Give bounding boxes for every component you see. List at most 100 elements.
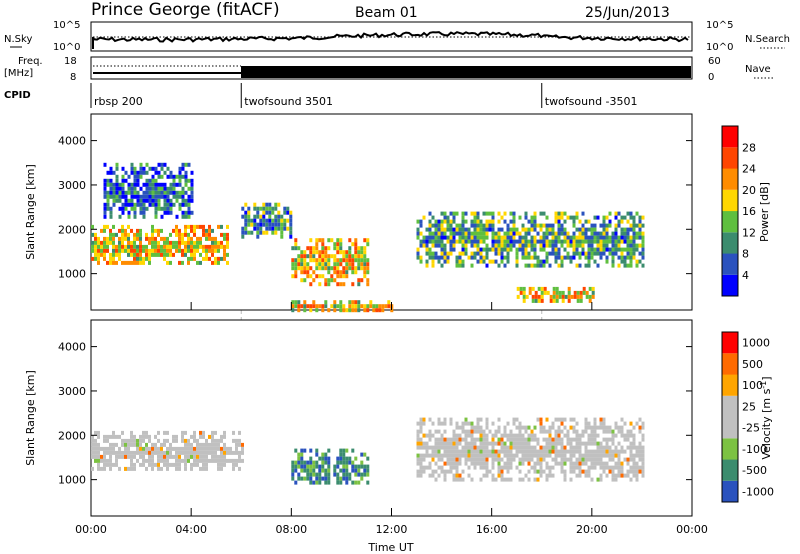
heatmap-cell xyxy=(187,202,191,207)
heatmap-cell xyxy=(416,231,420,236)
heatmap-cell xyxy=(473,461,477,466)
heatmap-cell xyxy=(587,465,591,470)
heatmap-cell xyxy=(455,465,459,470)
heatmap-cell xyxy=(572,243,576,248)
heatmap-cell xyxy=(464,441,468,446)
heatmap-cell xyxy=(461,421,465,426)
heatmap-cell xyxy=(575,247,579,252)
heatmap-cell xyxy=(274,218,278,223)
heatmap-cell xyxy=(112,430,115,435)
heatmap-cell xyxy=(548,441,552,446)
heatmap-cell xyxy=(130,206,134,211)
heatmap-cell xyxy=(461,449,465,454)
heatmap-cell xyxy=(175,462,178,467)
heatmap-cell xyxy=(163,240,166,245)
heatmap-cell xyxy=(506,251,510,256)
heatmap-cell xyxy=(289,230,293,235)
heatmap-cell xyxy=(419,457,423,462)
heatmap-cell xyxy=(552,294,556,299)
heatmap-cell xyxy=(425,259,429,264)
heatmap-cell xyxy=(315,448,319,453)
heatmap-cell xyxy=(623,247,627,252)
heatmap-cell xyxy=(527,263,531,268)
heatmap-cell xyxy=(602,469,606,474)
heatmap-cell xyxy=(602,239,606,244)
heatmap-cell xyxy=(467,433,471,438)
heatmap-cell xyxy=(428,465,432,470)
heatmap-cell xyxy=(199,236,202,241)
heatmap-cell xyxy=(124,466,127,471)
heatmap-cell xyxy=(115,190,119,195)
heatmap-cell xyxy=(530,219,534,224)
heatmap-cell xyxy=(187,236,190,241)
heatmap-cell xyxy=(437,453,441,458)
heatmap-cell xyxy=(154,228,157,233)
heatmap-cell xyxy=(500,235,504,240)
heatmap-cell xyxy=(220,244,223,249)
heatmap-cell xyxy=(157,206,161,211)
heatmap-cell xyxy=(536,453,540,458)
heatmap-cell xyxy=(190,210,194,215)
heatmap-cell xyxy=(277,222,281,227)
heatmap-cell xyxy=(473,449,477,454)
heatmap-cell xyxy=(491,211,495,216)
heatmap-cell xyxy=(584,473,588,478)
heatmap-cell xyxy=(223,442,226,447)
colorbar-tick-label: -1000 xyxy=(742,485,774,498)
heatmap-cell xyxy=(324,480,328,485)
heatmap-cell xyxy=(154,202,158,207)
heatmap-cell xyxy=(482,211,486,216)
heatmap-cell xyxy=(503,477,507,482)
heatmap-cell xyxy=(560,227,564,232)
heatmap-cell xyxy=(533,445,537,450)
heatmap-cell xyxy=(464,449,468,454)
heatmap-cell xyxy=(599,425,603,430)
heatmap-cell xyxy=(142,206,146,211)
heatmap-cell xyxy=(557,227,561,232)
beam-title: Beam 01 xyxy=(355,5,418,21)
nsky-tick-low: 10^0 xyxy=(53,42,80,53)
heatmap-cell xyxy=(464,251,468,256)
heatmap-cell xyxy=(274,214,278,219)
heatmap-cell xyxy=(336,460,340,465)
heatmap-cell xyxy=(524,243,528,248)
heatmap-cell xyxy=(635,453,639,458)
heatmap-cell xyxy=(560,263,564,268)
heatmap-cell xyxy=(303,250,307,255)
heatmap-cell xyxy=(512,453,516,458)
heatmap-cell xyxy=(133,454,136,459)
heatmap-cell xyxy=(172,438,175,443)
heatmap-cell xyxy=(443,235,447,240)
heatmap-cell xyxy=(363,262,367,267)
heatmap-cell xyxy=(181,202,185,207)
heatmap-cell xyxy=(638,445,642,450)
heatmap-cell xyxy=(118,256,121,261)
heatmap-cell xyxy=(109,206,113,211)
colorbar-tick-label: 500 xyxy=(742,358,763,371)
heatmap-cell xyxy=(151,190,155,195)
heatmap-cell xyxy=(485,449,489,454)
heatmap-cell xyxy=(124,248,127,253)
heatmap-cell xyxy=(262,218,266,223)
heatmap-cell xyxy=(109,210,113,215)
heatmap-cell xyxy=(214,446,217,451)
heatmap-cell xyxy=(175,454,178,459)
heatmap-cell xyxy=(324,250,328,255)
heatmap-cell xyxy=(121,228,124,233)
heatmap-cell xyxy=(491,457,495,462)
heatmap-cell xyxy=(551,239,555,244)
heatmap-cell xyxy=(145,170,149,175)
colorbar-tick-label: -100 xyxy=(742,443,767,456)
heatmap-cell xyxy=(342,452,346,457)
y-tick-label: 1000 xyxy=(58,474,86,487)
heatmap-cell xyxy=(437,243,441,248)
heatmap-cell xyxy=(250,230,254,235)
heatmap-cell xyxy=(476,425,480,430)
heatmap-cell xyxy=(575,243,579,248)
heatmap-cell xyxy=(608,429,612,434)
heatmap-cell xyxy=(363,258,367,263)
heatmap-cell xyxy=(214,248,217,253)
heatmap-cell xyxy=(446,219,450,224)
heatmap-cell xyxy=(545,231,549,236)
heatmap-cell xyxy=(566,251,570,256)
